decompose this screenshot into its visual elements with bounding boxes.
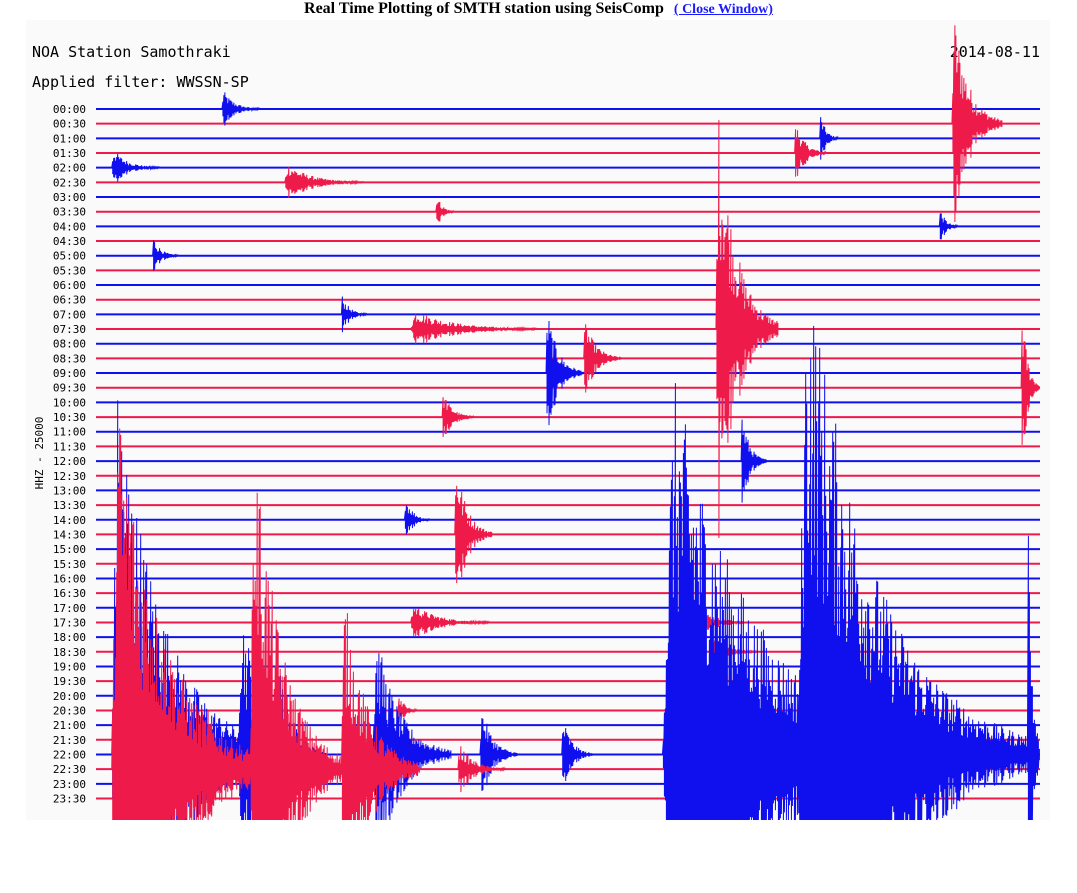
seismic-event: [340, 296, 367, 333]
close-window-link[interactable]: ( Close Window): [673, 2, 773, 17]
time-label: 07:30: [53, 323, 86, 336]
time-label: 03:00: [53, 191, 86, 204]
seismic-event: [249, 492, 345, 820]
seismic-event: [435, 201, 455, 222]
time-label: 05:00: [53, 250, 86, 263]
time-label: 20:30: [53, 704, 86, 717]
time-label: 13:00: [53, 484, 86, 497]
seismic-event: [221, 92, 260, 126]
time-label: 17:00: [53, 602, 86, 615]
page-title: Real Time Plotting of SMTH station using…: [304, 0, 664, 17]
seismic-event: [457, 746, 506, 793]
time-label: 22:30: [53, 763, 86, 776]
time-label: 08:00: [53, 338, 86, 351]
time-label: 11:30: [53, 440, 86, 453]
time-label: 06:30: [53, 294, 86, 307]
seismic-event: [111, 153, 160, 182]
seismic-event: [410, 314, 537, 344]
trace-layer: [96, 25, 1040, 820]
time-label: 00:30: [53, 118, 86, 131]
seismic-event: [152, 240, 179, 272]
time-label: 09:30: [53, 382, 86, 395]
channel-label: HHZ - 25000: [33, 417, 46, 490]
seismic-event: [479, 717, 518, 792]
time-label: 12:30: [53, 470, 86, 483]
time-label: 18:00: [53, 631, 86, 644]
time-label: 23:00: [53, 778, 86, 791]
time-label: 21:00: [53, 719, 86, 732]
applied-filter: Applied filter: WWSSN-SP: [32, 73, 249, 91]
time-label: 11:00: [53, 426, 86, 439]
time-label: 14:00: [53, 514, 86, 527]
seismic-event: [583, 324, 622, 393]
time-label: 19:30: [53, 675, 86, 688]
seismic-event: [1026, 535, 1040, 820]
time-label: 19:00: [53, 660, 86, 673]
station-name: NOA Station Samothraki: [32, 43, 231, 61]
time-label: 00:00: [53, 103, 86, 116]
time-label: 05:30: [53, 264, 86, 277]
time-label: 10:30: [53, 411, 86, 424]
time-label: 08:30: [53, 352, 86, 365]
helicorder-svg: NOA Station Samothraki 2014-08-11 Applie…: [26, 20, 1050, 820]
time-label: 23:30: [53, 792, 86, 805]
seismic-event: [740, 419, 767, 503]
time-label: 01:00: [53, 132, 86, 145]
time-label: 21:30: [53, 734, 86, 747]
seismic-event: [340, 613, 420, 820]
seismic-event: [205, 710, 244, 820]
time-label: 12:00: [53, 455, 86, 468]
time-label: 06:00: [53, 279, 86, 292]
seismic-event: [1020, 330, 1040, 446]
time-label: 17:30: [53, 616, 86, 629]
seismic-event: [938, 213, 958, 240]
seismic-event: [111, 428, 270, 820]
page-title-bar: Real Time Plotting of SMTH station using…: [0, 0, 1077, 20]
time-label: 04:00: [53, 220, 86, 233]
seismic-event: [410, 608, 490, 637]
time-label: 02:30: [53, 176, 86, 189]
seismic-event: [284, 166, 364, 199]
helicorder-plot: NOA Station Samothraki 2014-08-11 Applie…: [26, 20, 1050, 820]
seismic-event: [715, 120, 779, 539]
seismic-event: [951, 25, 1003, 223]
seismic-event: [372, 653, 452, 820]
time-label: 07:00: [53, 308, 86, 321]
time-label: 01:30: [53, 147, 86, 160]
seismic-event: [794, 129, 827, 177]
time-label: 15:00: [53, 543, 86, 556]
seismic-event: [441, 397, 474, 437]
time-label: 20:00: [53, 690, 86, 703]
time-label: 15:30: [53, 558, 86, 571]
time-label: 02:00: [53, 162, 86, 175]
time-label: 22:00: [53, 748, 86, 761]
seismic-event: [403, 505, 430, 535]
seismic-event: [797, 325, 1035, 820]
time-label: 18:30: [53, 646, 86, 659]
time-label: 16:00: [53, 572, 86, 585]
time-label: 10:00: [53, 396, 86, 409]
time-label: 16:30: [53, 587, 86, 600]
time-label: 09:00: [53, 367, 86, 380]
time-label: 03:30: [53, 206, 86, 219]
seismic-event: [545, 320, 584, 426]
time-label: 04:30: [53, 235, 86, 248]
plot-date: 2014-08-11: [950, 43, 1040, 61]
seismic-event: [454, 485, 493, 584]
time-label: 13:30: [53, 499, 86, 512]
time-label: 14:30: [53, 528, 86, 541]
seismic-event: [561, 727, 594, 782]
seismic-event: [819, 117, 839, 160]
